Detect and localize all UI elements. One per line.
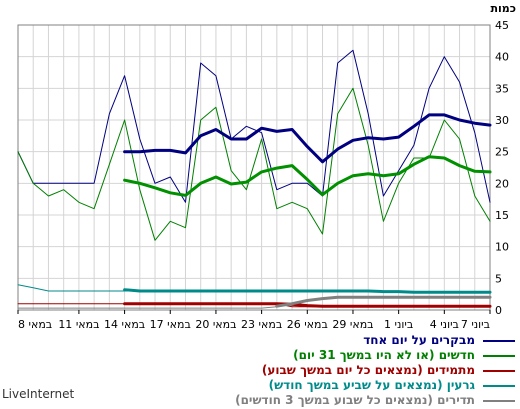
legend-label: מבקרים על יום אחד bbox=[363, 333, 475, 347]
series-line bbox=[123, 302, 492, 308]
series-line bbox=[123, 155, 492, 197]
legend-label: תדירים (נמצאים כל שבוע במשך 3 חודשים) bbox=[235, 393, 475, 407]
y-tick-label: 0 bbox=[495, 304, 502, 317]
series-line bbox=[17, 87, 491, 241]
y-tick-label: 25 bbox=[495, 146, 509, 159]
y-tick-label: 35 bbox=[495, 82, 509, 95]
y-tick-label: 30 bbox=[495, 114, 509, 127]
legend-item: גרעין (נמצאים על שביע במשך חודש) bbox=[60, 378, 515, 394]
x-tick-label: 20 במאי bbox=[195, 318, 236, 331]
legend-swatch bbox=[483, 385, 515, 387]
x-tick-label: 29 במאי bbox=[332, 318, 373, 331]
y-tick-label: 40 bbox=[495, 51, 509, 64]
series-line bbox=[275, 295, 492, 308]
x-tick-label: 11 במאי bbox=[58, 318, 99, 331]
legend-item: מבקרים על יום אחד bbox=[60, 333, 515, 349]
series-line bbox=[123, 288, 492, 294]
series-line bbox=[123, 113, 492, 164]
y-tick-label: 10 bbox=[495, 241, 509, 254]
y-tick-label: 20 bbox=[495, 177, 509, 190]
x-tick-label: 8 במאי bbox=[18, 318, 52, 331]
legend-swatch bbox=[483, 400, 515, 402]
plot-frame bbox=[17, 24, 491, 311]
legend-item: מתמידים (נמצאים כל יום במשך שבוע) bbox=[60, 363, 515, 379]
legend-item: תדירים (נמצאים כל שבוע במשך 3 חודשים) bbox=[60, 393, 515, 409]
legend-item: חדשים (או לא היו במשך 31 יום) bbox=[60, 348, 515, 364]
x-tick-label: 26 במאי bbox=[287, 318, 328, 331]
footer-brand: LiveInternet bbox=[2, 387, 75, 401]
y-axis-label: כמות bbox=[491, 2, 516, 15]
y-ticks: 0 5 10 15 20 25 30 35 40 45 bbox=[495, 19, 509, 317]
legend-label: חדשים (או לא היו במשך 31 יום) bbox=[293, 348, 475, 362]
legend-swatch bbox=[483, 340, 515, 342]
x-tick-label: 1 ביוני bbox=[384, 318, 413, 331]
plot-border bbox=[17, 24, 491, 311]
y-tick-label: 5 bbox=[495, 272, 502, 285]
grid-lines bbox=[17, 24, 491, 311]
x-tick-label: 17 במאי bbox=[150, 318, 191, 331]
y-tick-label: 15 bbox=[495, 209, 509, 222]
x-tick-label: 23 במאי bbox=[241, 318, 282, 331]
x-tick-label: 14 במאי bbox=[104, 318, 145, 331]
y-tick-label: 45 bbox=[495, 19, 509, 32]
series-line bbox=[17, 49, 491, 203]
x-tick-label: 7 ביוני bbox=[461, 318, 490, 331]
legend-swatch bbox=[483, 370, 515, 372]
legend-swatch bbox=[483, 355, 515, 357]
series-layer bbox=[17, 49, 492, 309]
x-tick-label: 4 ביוני bbox=[430, 318, 459, 331]
legend-label: מתמידים (נמצאים כל יום במשך שבוע) bbox=[261, 363, 475, 377]
legend-label: גרעין (נמצאים על שביע במשך חודש) bbox=[268, 378, 475, 392]
